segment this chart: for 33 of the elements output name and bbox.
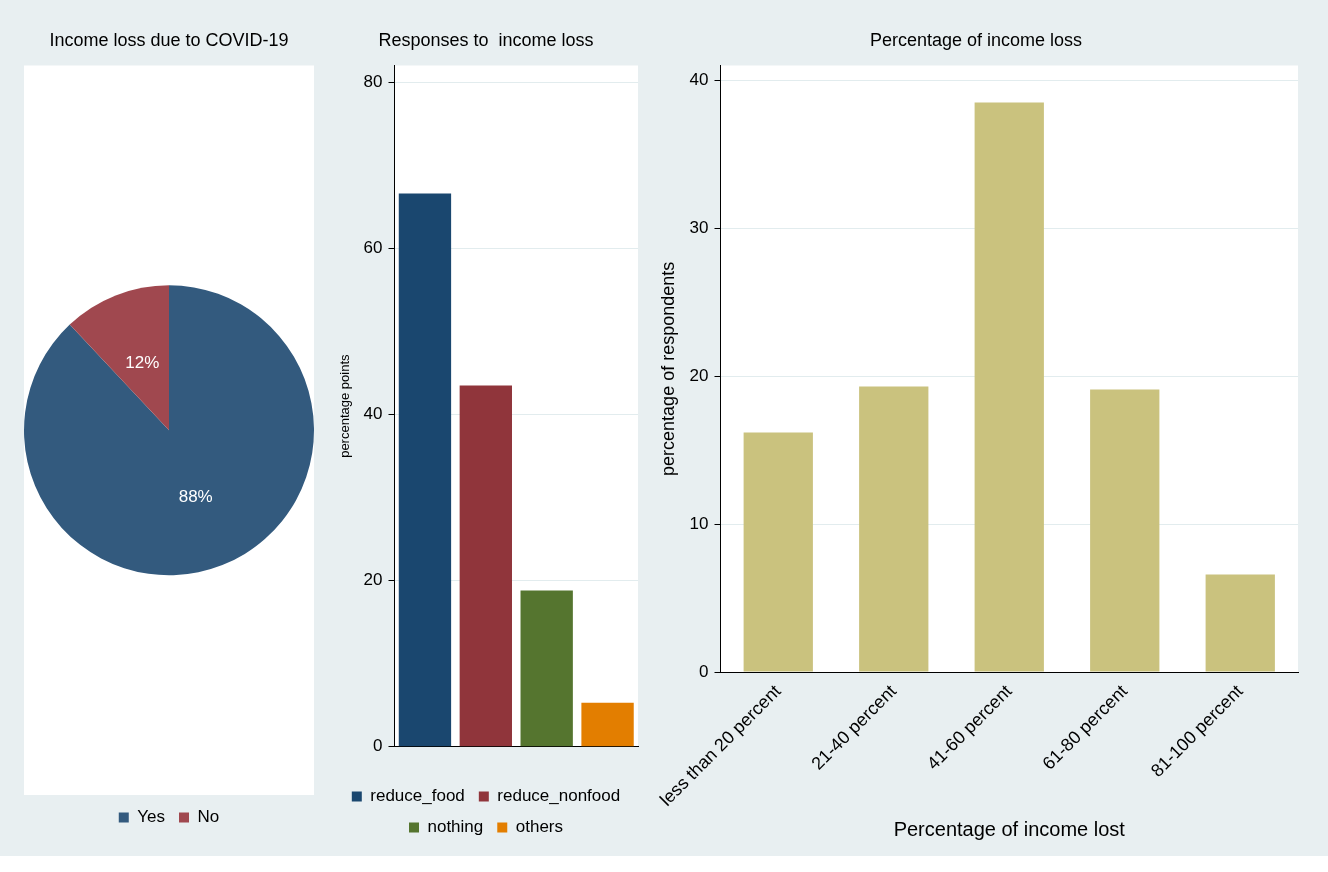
y-tick-label: 0 — [699, 661, 709, 681]
legend-label: No — [197, 807, 220, 827]
y-tick-label: 80 — [363, 71, 383, 91]
chart-title: Percentage of income loss — [869, 29, 1083, 50]
data-label: 88% — [178, 487, 213, 507]
y-tick-label: 40 — [363, 404, 383, 424]
bar — [974, 102, 1044, 672]
y-tick-label: 30 — [689, 218, 709, 238]
y-tick-label: 20 — [689, 365, 709, 385]
bar — [459, 385, 512, 747]
y-tick-label: 60 — [363, 238, 383, 258]
x-axis-title: Percentage of income lost — [893, 817, 1126, 840]
chart-title: Responses to income loss — [378, 29, 594, 50]
y-axis-title: percentage of respondents — [657, 261, 678, 476]
bar — [398, 193, 452, 747]
y-tick-label: 0 — [373, 736, 383, 756]
bar — [520, 590, 573, 747]
bar — [1205, 574, 1275, 672]
data-label: 12% — [125, 352, 160, 372]
chart-title: Income loss due to COVID-19 — [49, 29, 289, 50]
bar — [1090, 389, 1160, 672]
y-axis-title: percentage points — [337, 353, 353, 458]
y-tick-label: 40 — [689, 70, 709, 90]
legend-label: reduce_nonfood — [497, 786, 621, 806]
legend-label: nothing — [427, 817, 484, 837]
bar — [581, 702, 634, 747]
bar — [743, 432, 813, 672]
y-tick-label: 20 — [363, 570, 383, 590]
y-tick-label: 10 — [689, 513, 709, 533]
legend-label: reduce_food — [370, 786, 465, 806]
bar — [859, 386, 929, 672]
legend-label: others — [515, 817, 564, 837]
legend-label: Yes — [137, 807, 165, 827]
